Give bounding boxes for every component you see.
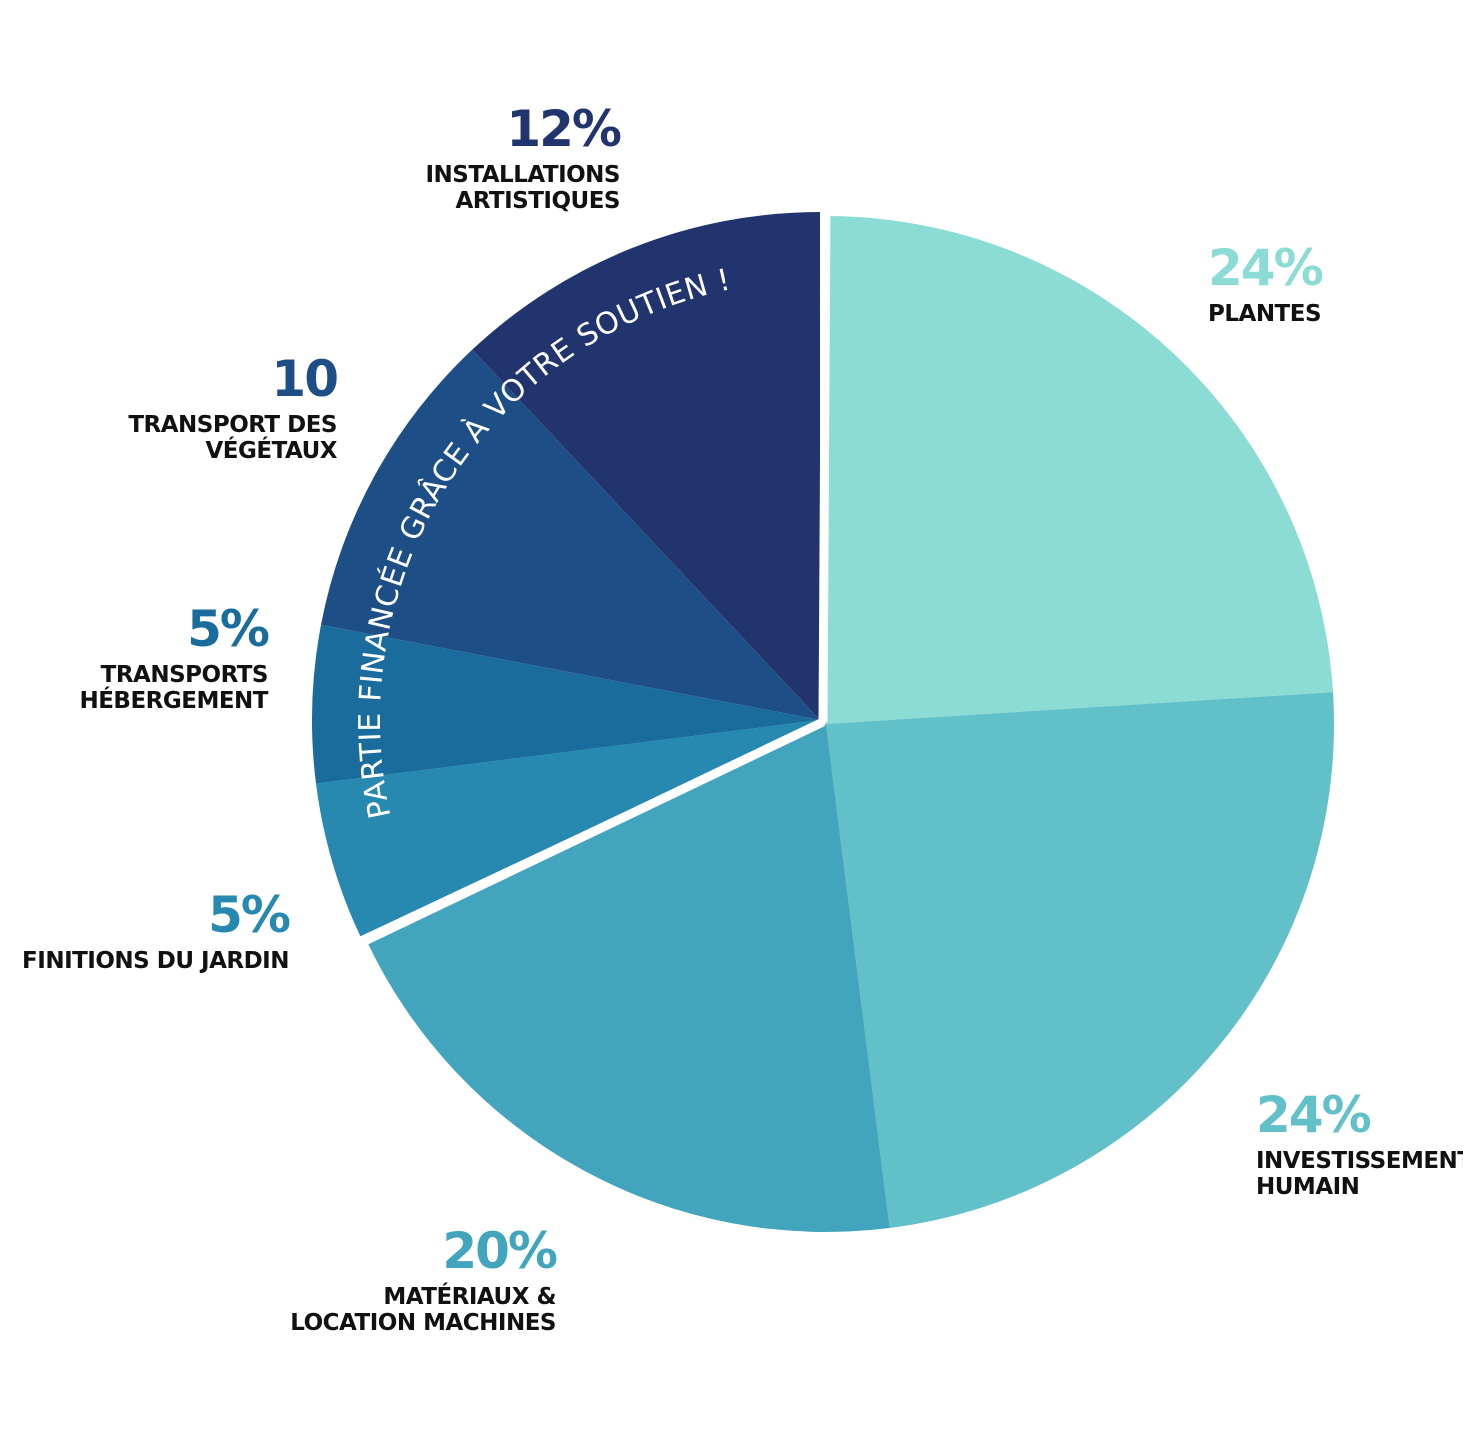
slice-plantes	[826, 216, 1333, 724]
category-label-vegetaux-1: TRANSPORT DES	[128, 412, 337, 438]
category-label-investissement-1: INVESTISSEMENT	[1256, 1148, 1463, 1174]
pie-slices	[311, 211, 1334, 1232]
slice-vegetaux	[320, 349, 820, 720]
category-label-vegetaux-2: VÉGÉTAUX	[205, 436, 337, 464]
category-label-transports-2: HÉBERGEMENT	[79, 686, 268, 714]
value-label-plantes: 24%	[1208, 239, 1323, 297]
slice-finitions	[316, 720, 820, 937]
value-label-vegetaux: 10	[271, 350, 337, 408]
category-label-installations-2: ARTISTIQUES	[455, 188, 620, 214]
slice-investissement	[826, 692, 1334, 1228]
value-label-materiaux: 20%	[442, 1222, 557, 1280]
category-label-finitions-1: FINITIONS DU JARDIN	[22, 948, 289, 974]
category-label-plantes-1: PLANTES	[1208, 301, 1321, 327]
value-label-transports: 5%	[187, 600, 269, 658]
value-label-investissement: 24%	[1256, 1086, 1371, 1144]
category-label-installations-1: INSTALLATIONS	[425, 162, 620, 188]
value-label-finitions: 5%	[208, 886, 290, 944]
slice-separator	[360, 717, 825, 947]
slice-installations	[472, 212, 820, 720]
category-label-transports-1: TRANSPORTS	[101, 662, 268, 688]
slice-separator	[818, 211, 831, 723]
slice-materiaux	[366, 724, 890, 1232]
category-label-materiaux-2: LOCATION MACHINES	[290, 1310, 556, 1336]
category-label-materiaux-1: MATÉRIAUX &	[383, 1282, 556, 1310]
slice-transports	[311, 624, 820, 784]
category-label-investissement-2: HUMAIN	[1256, 1174, 1359, 1200]
value-label-installations: 12%	[506, 100, 621, 158]
